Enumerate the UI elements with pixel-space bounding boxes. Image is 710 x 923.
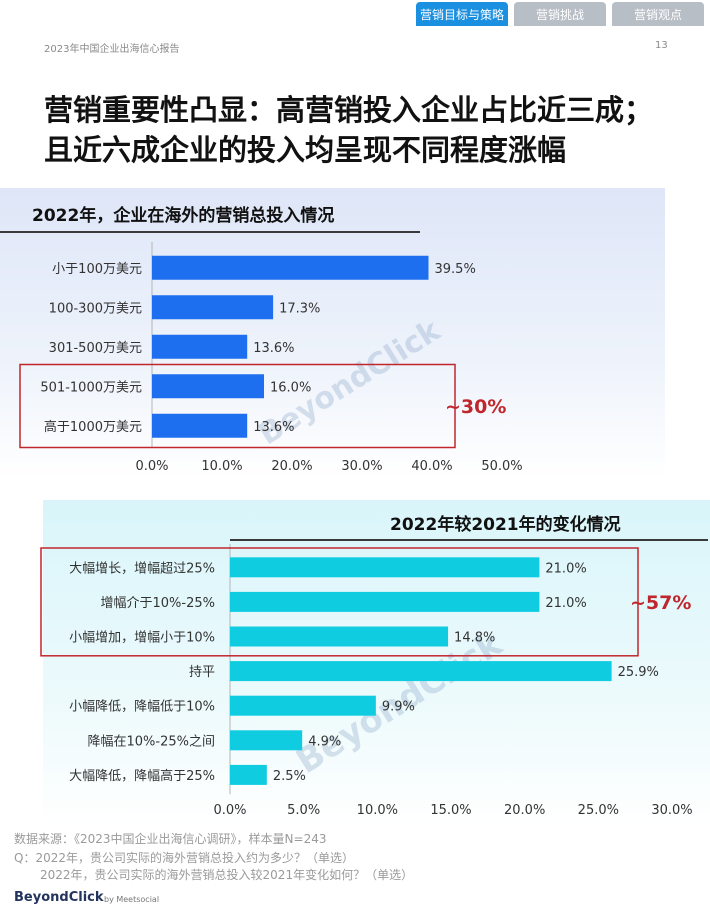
chart-2-title: 2022年较2021年的变化情况 bbox=[390, 515, 621, 535]
page-number: 13 bbox=[655, 40, 668, 51]
chart-1-tick-label: 50.0% bbox=[481, 459, 522, 474]
chart-1-data-label: 17.3% bbox=[279, 301, 320, 316]
chart-2-tick-label: 5.0% bbox=[287, 803, 320, 818]
chart-1-tick-label: 40.0% bbox=[411, 459, 452, 474]
chart-2-tick-label: 30.0% bbox=[651, 803, 692, 818]
chart-1-category-label: 301-500万美元 bbox=[49, 341, 142, 356]
chart-2-data-label: 21.0% bbox=[545, 561, 586, 576]
chart-2-category-label: 小幅降低，降幅低于10% bbox=[69, 700, 215, 715]
chart-1-highlight-box bbox=[19, 363, 456, 449]
chart-1-bar bbox=[152, 413, 248, 438]
chart-2-bar bbox=[230, 695, 376, 716]
chart-2-bar bbox=[230, 591, 540, 612]
chart-1-tick-label: 0.0% bbox=[135, 459, 168, 474]
chart-1-category-label: 小于100万美元 bbox=[52, 262, 142, 277]
chart-2-tick-label: 25.0% bbox=[578, 803, 619, 818]
page-headline: 营销重要性凸显：高营销投入企业占比近三成； 且近六成企业的投入均呈现不同程度涨幅 bbox=[44, 90, 684, 170]
chart-2-title-rule bbox=[230, 539, 708, 541]
chart-1-data-label: 13.6% bbox=[253, 341, 294, 356]
chart-2-category-label: 小幅增加，增幅小于10% bbox=[69, 631, 215, 646]
chart-2-category-label: 增幅介于10%-25% bbox=[101, 596, 215, 611]
chart-1-category-label: 高于1000万美元 bbox=[44, 419, 142, 435]
headline-line-1: 营销重要性凸显：高营销投入企业占比近三成； bbox=[44, 93, 654, 127]
tab-marketing-challenges[interactable]: 营销挑战 bbox=[514, 2, 606, 26]
chart-1-title: 2022年，企业在海外的营销总投入情况 bbox=[32, 206, 335, 226]
chart-2-category-label: 大幅降低，降幅高于25% bbox=[69, 768, 215, 784]
source-note: 数据来源：《2023中国企业出海信心调研》，样本量N=243 bbox=[14, 832, 327, 846]
chart-2-category-label: 大幅增长，增幅超过25% bbox=[69, 561, 215, 576]
chart-2-bar bbox=[230, 626, 449, 647]
chart-2-data-label: 4.9% bbox=[308, 734, 341, 749]
chart-1-tick-label: 30.0% bbox=[341, 459, 382, 474]
brand-partner: by Meetsocial bbox=[104, 895, 160, 904]
chart-2-data-label: 2.5% bbox=[273, 769, 306, 784]
tab-marketing-views[interactable]: 营销观点 bbox=[612, 2, 704, 26]
chart-2-tick-label: 0.0% bbox=[213, 803, 246, 818]
chart-2-data-label: 14.8% bbox=[454, 631, 495, 646]
chart-2-data-label: 21.0% bbox=[545, 596, 586, 611]
report-title: 2023年中国企业出海信心报告 bbox=[44, 44, 180, 55]
chart-1-tick-label: 10.0% bbox=[201, 459, 242, 474]
section-tabs: 营销目标与策略 营销挑战 营销观点 bbox=[416, 2, 704, 26]
chart-1-data-label: 13.6% bbox=[253, 420, 294, 435]
chart-2-tick-label: 10.0% bbox=[357, 803, 398, 818]
chart-2-category-label: 降幅在10%-25%之间 bbox=[88, 734, 215, 749]
chart-1-bar bbox=[152, 255, 429, 280]
chart-2-tick-label: 20.0% bbox=[504, 803, 545, 818]
brand-logo: BeyondClick bbox=[14, 890, 104, 905]
chart-1-tick-label: 20.0% bbox=[271, 459, 312, 474]
chart-2-bar bbox=[230, 557, 540, 578]
chart-2-data-label: 25.9% bbox=[618, 665, 659, 680]
chart-1-highlight-label: ~30% bbox=[445, 396, 506, 418]
chart-2-category-label: 持平 bbox=[189, 665, 215, 680]
chart-1-bar bbox=[152, 374, 264, 399]
tab-marketing-goals[interactable]: 营销目标与策略 bbox=[416, 2, 508, 26]
question-1: Q：2022年，贵公司实际的海外营销总投入约为多少？（单选） bbox=[14, 851, 354, 865]
chart-2-bar bbox=[230, 730, 303, 751]
chart-2-data-label: 9.9% bbox=[382, 700, 415, 715]
headline-line-2: 且近六成企业的投入均呈现不同程度涨幅 bbox=[44, 133, 567, 167]
chart-1-title-rule bbox=[0, 231, 420, 233]
chart-2-tick-label: 15.0% bbox=[430, 803, 471, 818]
chart-1-category-label: 501-1000万美元 bbox=[40, 380, 142, 395]
chart-1-bar bbox=[152, 295, 274, 320]
chart-1-panel bbox=[0, 188, 665, 478]
chart-2-bar bbox=[230, 764, 267, 785]
question-2: 2022年，贵公司实际的海外营销总投入较2021年变化如何？（单选） bbox=[40, 868, 414, 882]
chart-2-bar bbox=[230, 661, 612, 682]
chart-2-highlight-label: ~57% bbox=[630, 592, 691, 614]
chart-1-category-label: 100-300万美元 bbox=[49, 301, 142, 316]
chart-1-data-label: 39.5% bbox=[435, 262, 476, 277]
chart-1-data-label: 16.0% bbox=[270, 380, 311, 395]
chart-2-highlight-box bbox=[40, 547, 639, 657]
chart-1-bar bbox=[152, 334, 248, 359]
